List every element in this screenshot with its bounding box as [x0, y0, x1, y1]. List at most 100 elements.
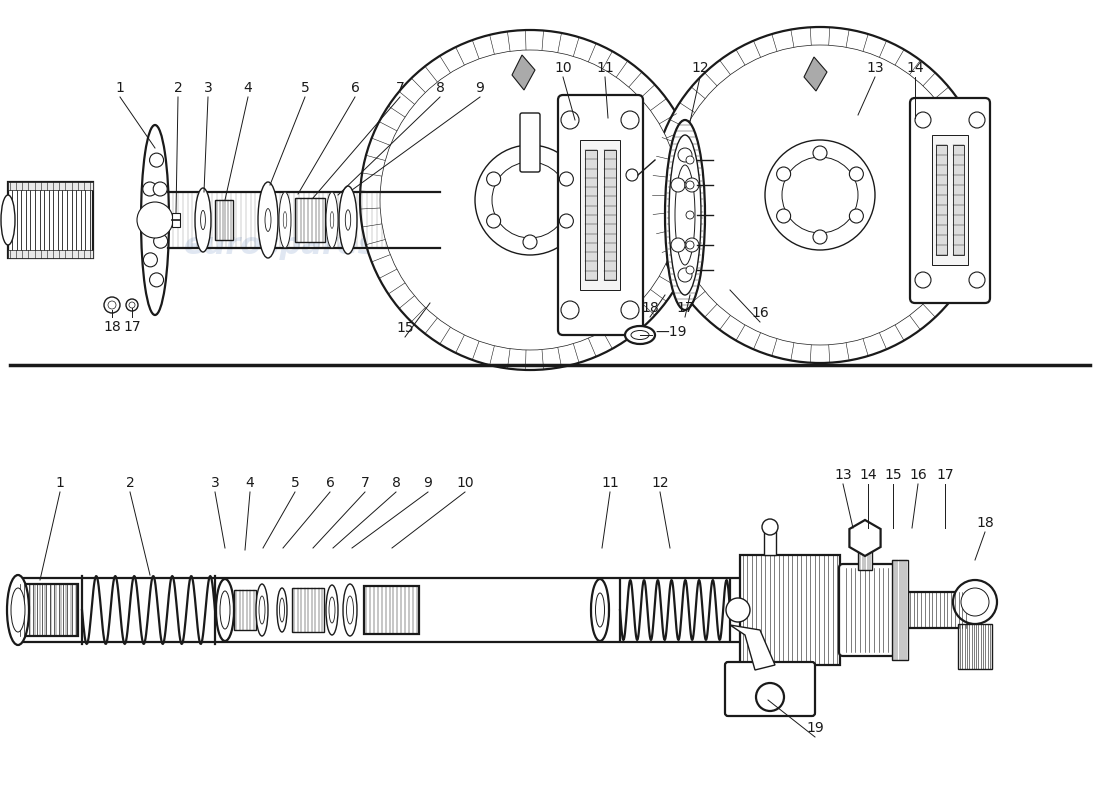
Text: 11: 11	[596, 61, 614, 75]
Text: 7: 7	[361, 476, 370, 490]
Text: 14: 14	[906, 61, 924, 75]
Ellipse shape	[669, 135, 701, 295]
Text: 16: 16	[909, 468, 927, 482]
Ellipse shape	[216, 579, 234, 641]
FancyBboxPatch shape	[839, 564, 895, 656]
Bar	[295, 198, 324, 242]
Circle shape	[685, 238, 698, 252]
Text: 10: 10	[456, 476, 474, 490]
Ellipse shape	[200, 210, 206, 230]
Ellipse shape	[220, 591, 230, 629]
Bar	[364, 586, 419, 634]
Ellipse shape	[195, 188, 211, 252]
Bar	[8, 182, 94, 258]
Text: 15: 15	[884, 468, 902, 482]
Circle shape	[522, 235, 537, 249]
Ellipse shape	[343, 584, 358, 636]
Bar	[580, 140, 620, 290]
Text: 18: 18	[103, 320, 121, 334]
Text: 17: 17	[936, 468, 954, 482]
Circle shape	[104, 297, 120, 313]
Text: 2: 2	[174, 81, 183, 95]
Bar	[892, 560, 907, 660]
Bar	[15, 578, 830, 642]
Text: 18: 18	[976, 516, 994, 530]
Ellipse shape	[595, 593, 605, 627]
Polygon shape	[512, 55, 535, 90]
Ellipse shape	[7, 575, 29, 645]
Text: 4: 4	[245, 476, 254, 490]
Bar	[936, 145, 947, 255]
Text: 14: 14	[859, 468, 877, 482]
Circle shape	[762, 519, 778, 535]
Ellipse shape	[625, 326, 654, 344]
Circle shape	[671, 238, 685, 252]
Circle shape	[915, 112, 931, 128]
Text: 6: 6	[326, 476, 334, 490]
Circle shape	[686, 241, 694, 249]
Circle shape	[777, 209, 791, 223]
Circle shape	[678, 268, 692, 282]
Circle shape	[561, 301, 579, 319]
Circle shape	[953, 580, 997, 624]
Circle shape	[150, 153, 164, 167]
Circle shape	[685, 178, 698, 192]
Circle shape	[969, 112, 984, 128]
Text: 8: 8	[392, 476, 400, 490]
Circle shape	[813, 146, 827, 160]
Text: eurospares: eurospares	[184, 230, 376, 259]
Circle shape	[686, 156, 694, 164]
Ellipse shape	[326, 585, 338, 635]
Circle shape	[813, 230, 827, 244]
Text: 11: 11	[601, 476, 619, 490]
Text: 6: 6	[351, 81, 360, 95]
Circle shape	[560, 214, 573, 228]
Ellipse shape	[330, 212, 333, 229]
Circle shape	[560, 172, 573, 186]
Text: 8: 8	[436, 81, 444, 95]
Circle shape	[153, 182, 167, 196]
Bar	[8, 250, 94, 258]
Circle shape	[915, 272, 931, 288]
Circle shape	[621, 111, 639, 129]
Bar	[740, 555, 840, 665]
FancyBboxPatch shape	[725, 662, 815, 716]
Circle shape	[726, 598, 750, 622]
Bar	[292, 588, 324, 632]
Text: 17: 17	[676, 301, 694, 315]
Bar	[908, 592, 968, 628]
Bar	[932, 135, 968, 265]
Text: 13: 13	[866, 61, 883, 75]
Bar	[958, 624, 992, 669]
Bar	[172, 213, 180, 227]
Polygon shape	[804, 57, 827, 91]
Circle shape	[475, 145, 585, 255]
Text: 17: 17	[123, 320, 141, 334]
Polygon shape	[730, 595, 776, 670]
Circle shape	[686, 211, 694, 219]
Circle shape	[486, 214, 500, 228]
Circle shape	[849, 167, 864, 181]
Text: 10: 10	[554, 61, 572, 75]
Circle shape	[108, 301, 115, 309]
Circle shape	[849, 209, 864, 223]
Circle shape	[129, 302, 135, 308]
Bar	[858, 540, 872, 570]
Bar	[8, 182, 94, 190]
Circle shape	[652, 27, 988, 363]
Text: 12: 12	[651, 476, 669, 490]
Ellipse shape	[591, 579, 609, 641]
Circle shape	[126, 299, 138, 311]
Text: 18: 18	[641, 301, 659, 315]
Bar	[604, 150, 616, 280]
Circle shape	[969, 272, 984, 288]
Text: 16: 16	[751, 306, 769, 320]
Circle shape	[777, 167, 791, 181]
Ellipse shape	[329, 597, 336, 623]
Ellipse shape	[345, 210, 351, 230]
FancyBboxPatch shape	[520, 113, 540, 172]
Text: 9: 9	[424, 476, 432, 490]
Text: eurospares: eurospares	[584, 230, 777, 259]
Text: 7: 7	[396, 81, 405, 95]
Ellipse shape	[258, 182, 278, 258]
